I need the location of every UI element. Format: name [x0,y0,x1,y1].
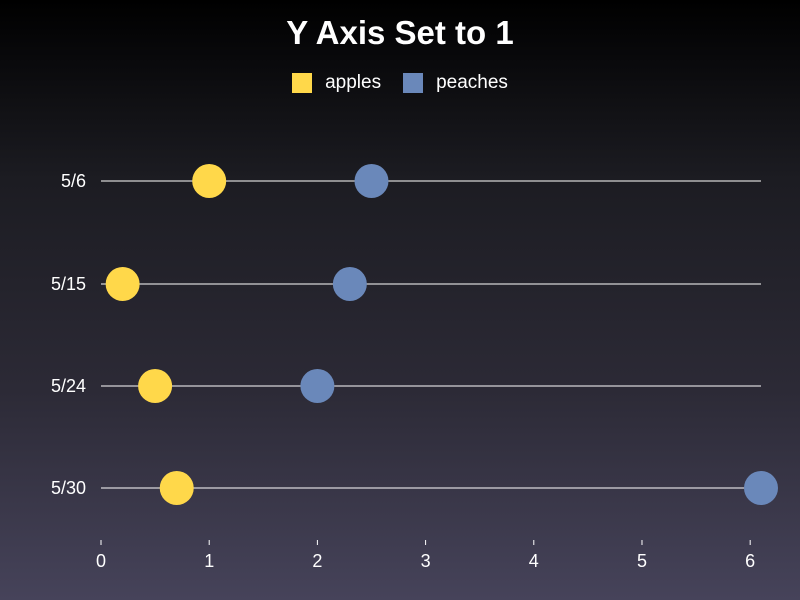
x-tick-label: 3 [421,551,431,571]
legend-swatch-apples [292,73,313,93]
legend-label-apples: apples [325,72,382,93]
data-point-peaches [354,164,389,198]
data-point-peaches [332,267,367,301]
category-label: 5/6 [61,171,86,191]
x-tick-label: 1 [204,551,214,571]
data-point-apples [159,471,194,505]
x-tick-label: 4 [529,551,539,571]
category-label: 5/24 [51,376,86,396]
x-tick-label: 5 [637,551,647,571]
data-point-apples [105,267,140,301]
x-tick-label: 2 [312,551,322,571]
legend-label-peaches: peaches [436,72,508,93]
legend-item-peaches: peaches [403,72,508,94]
category-label: 5/15 [51,274,86,294]
legend-swatch-peaches [403,73,424,93]
x-tick-label: 0 [96,551,106,571]
data-point-apples [138,369,173,403]
x-tick-label: 6 [745,551,755,571]
legend: apples peaches [0,72,800,94]
legend-item-apples: apples [292,72,381,94]
chart-title: Y Axis Set to 1 [286,14,514,51]
data-point-peaches [300,369,335,403]
data-point-peaches [744,471,778,505]
category-label: 5/30 [51,478,86,498]
data-point-apples [192,164,227,198]
